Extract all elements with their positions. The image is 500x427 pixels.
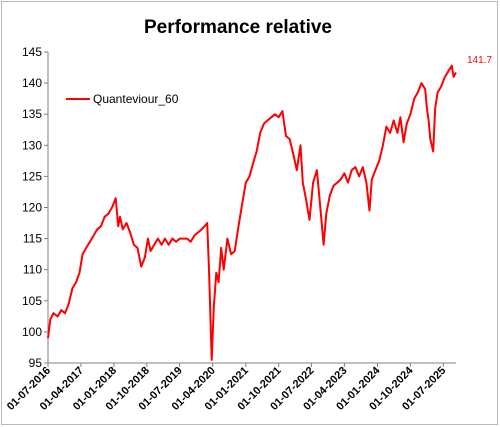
y-tick-label: 95	[29, 356, 43, 370]
y-tick-label: 105	[22, 294, 42, 308]
last-value-label: 141.7	[467, 55, 492, 66]
x-axis: 01-07-201601-04-201701-01-201801-10-2018…	[5, 363, 448, 413]
y-tick-label: 145	[22, 45, 42, 59]
legend: Quanteviour_60	[66, 92, 179, 106]
y-axis: 95 100 105 110 115 120 125 130 135 140 145	[22, 45, 48, 370]
y-tick-label: 100	[22, 325, 42, 339]
series-group	[47, 64, 457, 361]
chart-title: Performance relative	[144, 17, 332, 38]
y-tick-label: 135	[22, 107, 42, 121]
y-tick-label: 120	[22, 201, 42, 215]
y-tick-label: 125	[22, 169, 42, 183]
y-tick-label: 140	[22, 76, 42, 90]
y-tick-label: 115	[23, 232, 42, 246]
y-tick-label: 130	[22, 138, 42, 152]
legend-label: Quanteviour_60	[93, 92, 179, 106]
series-line-Quanteviour_60	[47, 64, 457, 361]
y-tick-label: 110	[23, 263, 42, 277]
